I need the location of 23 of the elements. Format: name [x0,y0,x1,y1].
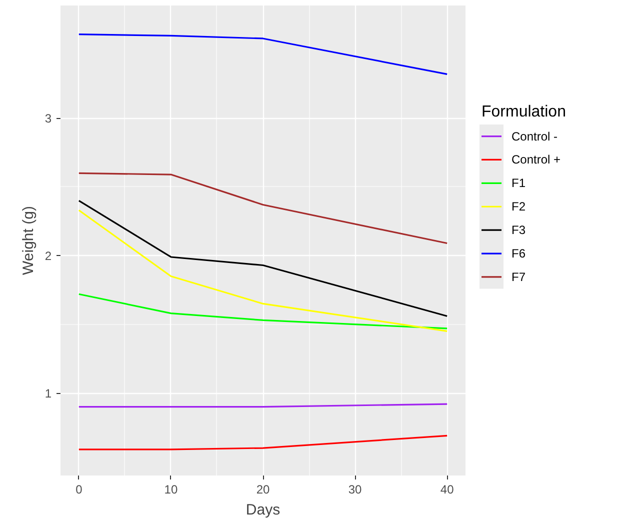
x-tick-label: 0 [76,482,83,496]
legend-label: F6 [512,246,526,261]
y-tick-label: 1 [44,386,52,401]
legend-label: Control - [512,129,558,144]
x-tick-label: 10 [164,482,178,496]
legend-label: Control + [512,152,561,167]
y-axis-title: Weight (g) [20,206,37,275]
legend-label: F3 [512,223,526,238]
y-tick-label: 3 [44,112,52,126]
legend-title: Formulation [482,103,566,120]
line-series [78,34,448,76]
line-series [78,172,448,244]
line-series [78,200,448,317]
y-tick-label: 2 [44,249,52,264]
x-axis-title: Days [246,502,280,518]
legend-label: F2 [512,200,526,214]
x-tick-label: 30 [348,482,362,496]
line-series [78,209,448,332]
legend-label: F7 [512,270,526,284]
x-tick-label: 40 [440,482,454,496]
line-series [78,293,448,330]
legend-label: F1 [512,176,526,190]
x-tick-label: 20 [256,482,270,496]
